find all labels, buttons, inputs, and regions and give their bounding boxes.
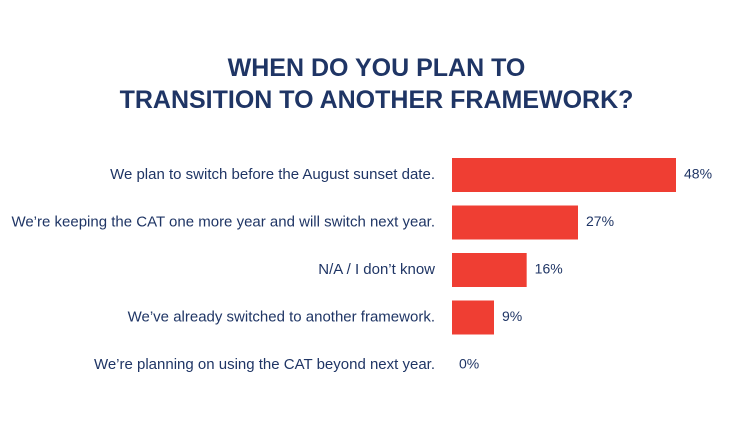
bar bbox=[452, 205, 578, 240]
bar bbox=[452, 300, 494, 335]
category-label: We plan to switch before the August suns… bbox=[110, 166, 435, 183]
value-label: 27% bbox=[586, 213, 614, 229]
chart-title: WHEN DO YOU PLAN TO TRANSITION TO ANOTHE… bbox=[0, 52, 753, 116]
category-label: We’re keeping the CAT one more year and … bbox=[11, 213, 435, 230]
bar bbox=[452, 253, 527, 287]
bars bbox=[452, 158, 676, 335]
value-label: 9% bbox=[502, 308, 522, 324]
value-label: 48% bbox=[684, 166, 712, 182]
category-label: We’ve already switched to another framew… bbox=[128, 308, 435, 325]
category-label: N/A / I don’t know bbox=[318, 261, 435, 278]
category-label: We’re planning on using the CAT beyond n… bbox=[94, 356, 435, 373]
value-labels: 48% 27% 16% 9% 0% bbox=[459, 166, 712, 372]
category-labels: We plan to switch before the August suns… bbox=[11, 166, 435, 373]
chart-title-line-2: TRANSITION TO ANOTHER FRAMEWORK? bbox=[119, 86, 634, 114]
chart-title-line-1: WHEN DO YOU PLAN TO bbox=[227, 54, 526, 82]
bar bbox=[452, 158, 676, 192]
value-label: 16% bbox=[535, 261, 563, 277]
value-label: 0% bbox=[459, 356, 479, 372]
